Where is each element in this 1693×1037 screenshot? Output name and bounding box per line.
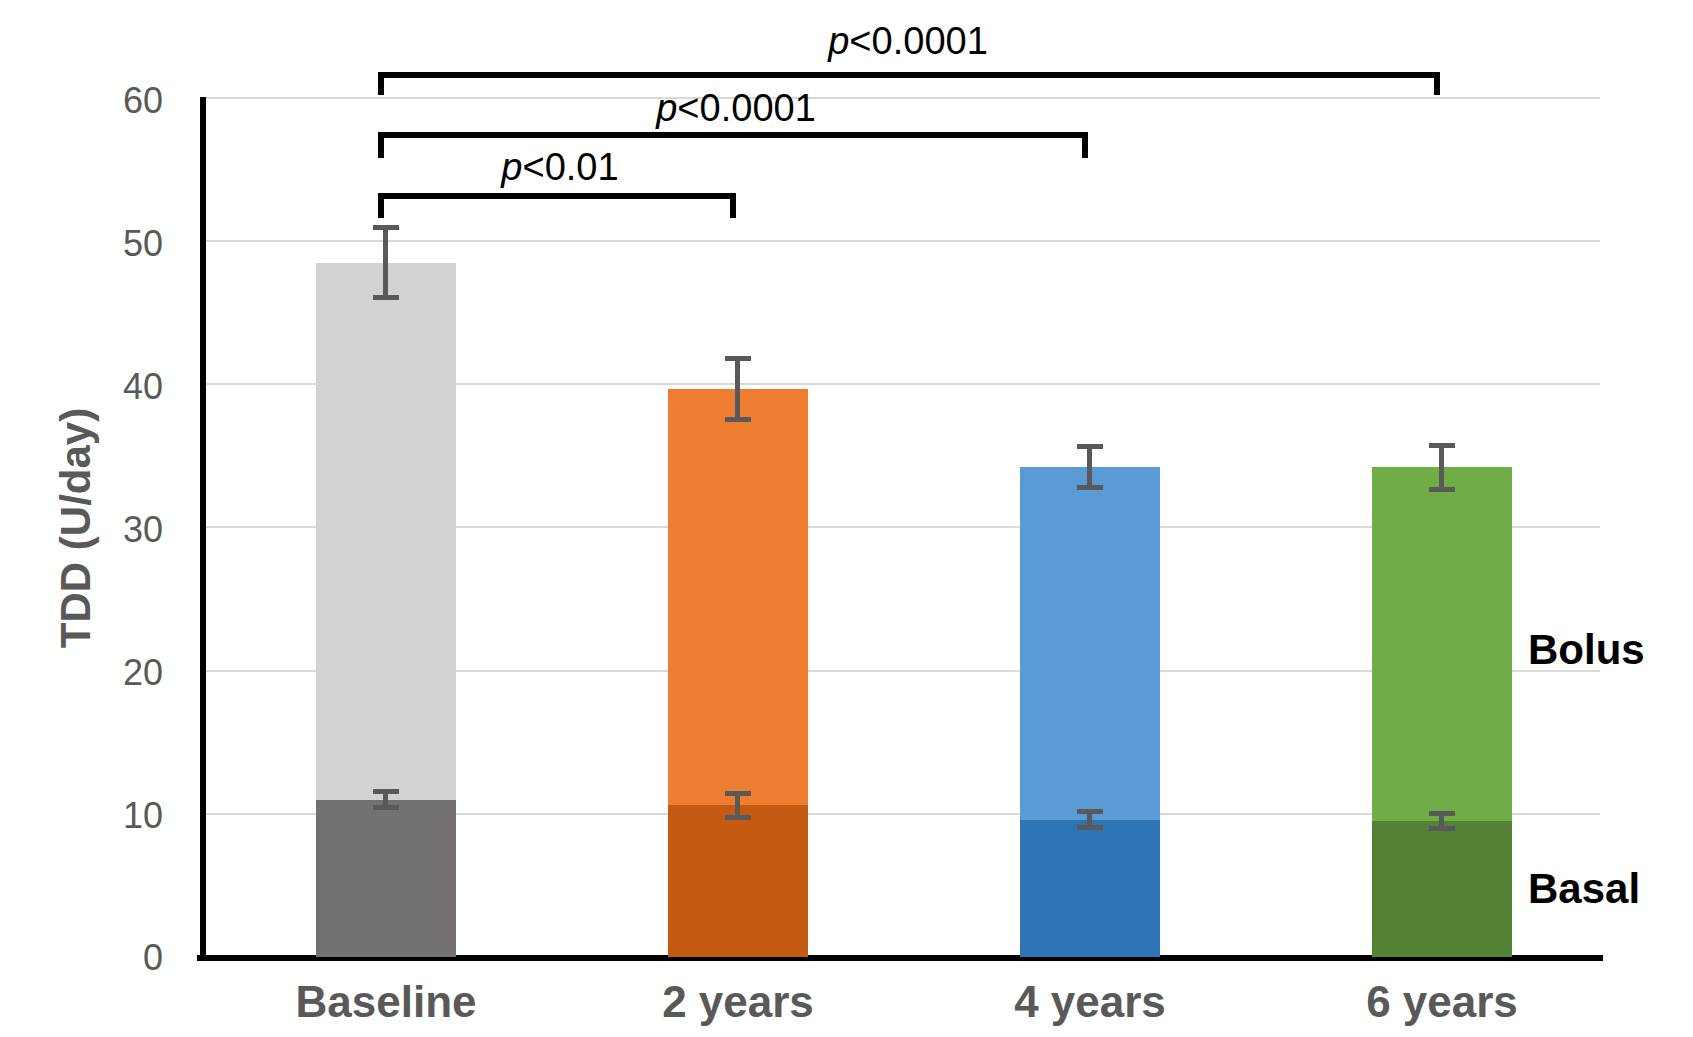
bolus-series-label: Bolus (1528, 625, 1688, 675)
x-label-4-years: 4 years (930, 976, 1250, 1028)
y-tick-30: 30 (93, 510, 163, 550)
bar-segment-bolus-4 (1372, 467, 1512, 821)
error-bar-basal-1 (373, 789, 399, 809)
y-axis-line (200, 97, 206, 961)
bar-segment-bolus-3 (1020, 467, 1160, 819)
error-bar-vline (1087, 809, 1092, 830)
bar-segment-basal-4 (1372, 821, 1512, 957)
bar-segment-basal-3 (1020, 820, 1160, 957)
p-value-label-baseline-vs-2-years: p<0.01 (400, 145, 720, 189)
error-bar-basal-3 (1077, 809, 1103, 830)
significance-bracket-1 (378, 193, 736, 218)
stacked-bar-chart: TDD (U/day) 60 50 40 30 20 10 0 Baseline… (0, 0, 1693, 1037)
p-value-label-baseline-vs-6-years: p<0.0001 (748, 19, 1068, 63)
error-bar-vline (383, 789, 388, 809)
error-bar-vline (383, 225, 388, 299)
y-tick-20: 20 (93, 653, 163, 693)
y-tick-40: 40 (93, 367, 163, 407)
y-tick-10: 10 (93, 796, 163, 836)
bar-segment-bolus-2 (668, 389, 808, 806)
error-bar-basal-2 (725, 791, 751, 820)
x-label-baseline: Baseline (226, 976, 546, 1028)
significance-bracket-3 (378, 72, 1440, 95)
y-tick-50: 50 (93, 224, 163, 264)
error-bar-total-1 (373, 225, 399, 299)
error-bar-basal-4 (1429, 811, 1455, 831)
error-bar-total-3 (1077, 444, 1103, 490)
error-bar-total-4 (1429, 443, 1455, 492)
gridline-60 (206, 97, 1600, 99)
y-tick-60: 60 (93, 81, 163, 121)
basal-series-label: Basal (1528, 864, 1688, 914)
gridline-50 (206, 240, 1600, 242)
p-value-label-baseline-vs-4-years: p<0.0001 (576, 86, 896, 130)
error-bar-vline (735, 356, 740, 422)
x-label-2-years: 2 years (578, 976, 898, 1028)
error-bar-vline (1439, 811, 1444, 831)
bar-segment-basal-1 (316, 800, 456, 957)
error-bar-total-2 (725, 356, 751, 422)
y-tick-0: 0 (93, 938, 163, 978)
error-bar-vline (1439, 443, 1444, 492)
bar-segment-bolus-1 (316, 263, 456, 800)
error-bar-vline (735, 791, 740, 820)
bar-segment-basal-2 (668, 805, 808, 957)
x-label-6-years: 6 years (1282, 976, 1602, 1028)
error-bar-vline (1087, 444, 1092, 490)
